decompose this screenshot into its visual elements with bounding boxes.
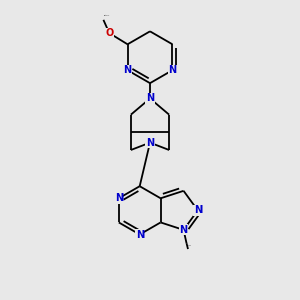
Text: N: N [194, 206, 202, 215]
Text: methoxy: methoxy [103, 15, 110, 16]
Text: N: N [136, 230, 144, 239]
Text: methyl: methyl [187, 245, 191, 246]
Text: N: N [146, 94, 154, 103]
Text: N: N [115, 193, 123, 203]
Text: N: N [179, 225, 188, 235]
Text: N: N [115, 193, 123, 203]
Text: N: N [168, 65, 176, 75]
Text: N: N [168, 65, 176, 75]
Text: N: N [194, 206, 202, 215]
Text: O: O [105, 28, 113, 38]
Text: N: N [146, 138, 154, 148]
Text: N: N [136, 230, 144, 239]
Text: N: N [124, 65, 132, 75]
Text: N: N [146, 138, 154, 148]
Text: O: O [105, 28, 113, 38]
Text: N: N [124, 65, 132, 75]
Text: N: N [146, 94, 154, 103]
Text: N: N [179, 225, 188, 235]
